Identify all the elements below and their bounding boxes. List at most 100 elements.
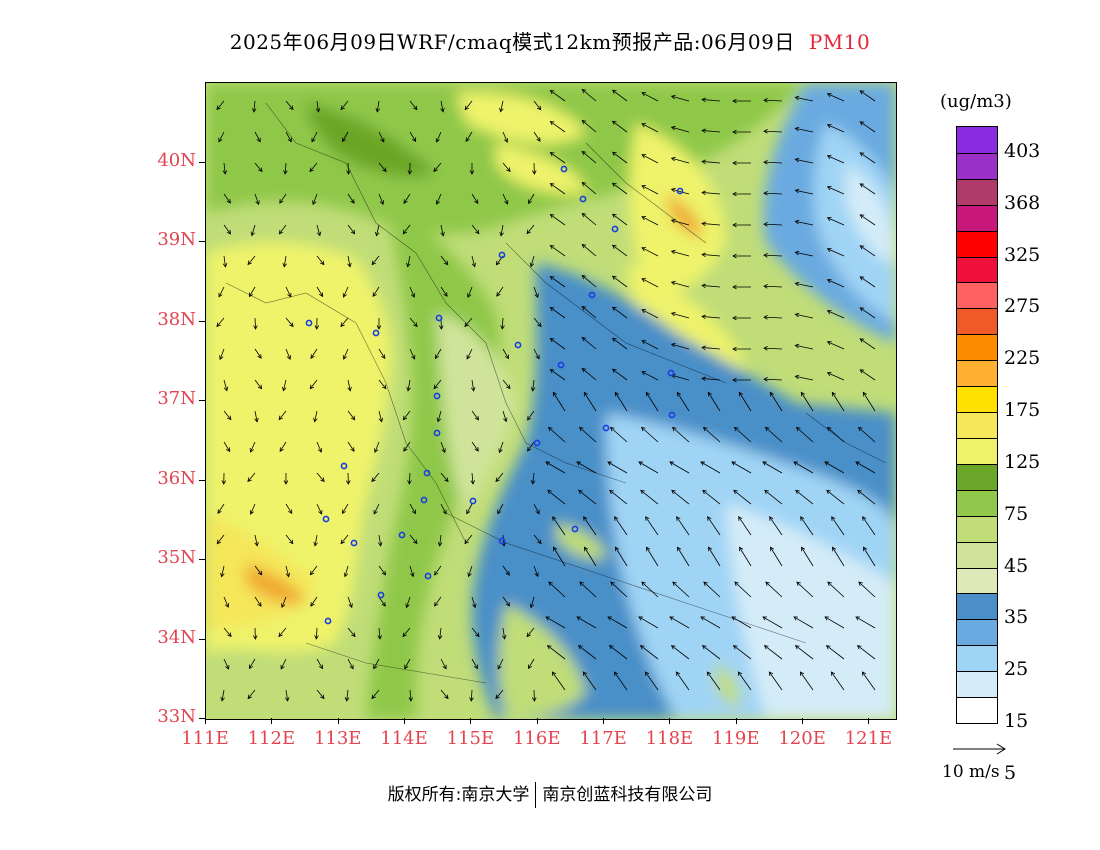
wind-vector-head (549, 369, 555, 374)
wind-vector-head (732, 98, 737, 104)
wind-vector-head (552, 391, 557, 397)
wind-vector-head (579, 581, 584, 586)
wind-vector (831, 516, 845, 536)
wind-vector-head (582, 671, 588, 677)
wind-vector (645, 392, 659, 412)
wind-vector-head (641, 92, 647, 97)
legend-unit: (ug/m3) (940, 91, 1012, 112)
wind-vector-head (701, 221, 706, 227)
wind-vector-head (645, 516, 650, 521)
wind-vector (702, 223, 721, 226)
wind-vector (347, 255, 351, 267)
wind-vector (671, 343, 690, 350)
wind-vector (465, 131, 473, 142)
wind-vector-head (799, 671, 805, 677)
wind-vector (310, 596, 318, 607)
wind-vector-head (346, 170, 351, 175)
wind-vector-head (675, 671, 681, 677)
wind-vector (409, 100, 418, 110)
wind-vector (471, 441, 479, 452)
wind-vector (858, 581, 876, 598)
wind-vector (731, 461, 752, 474)
wind-vector-head (377, 635, 382, 640)
wind-vector (283, 379, 287, 391)
wind-vector-head (549, 152, 555, 157)
wind-vector-head (670, 311, 676, 317)
wind-vector-head (581, 212, 587, 218)
wind-vector (614, 516, 628, 536)
wind-vector-head (641, 123, 647, 128)
wind-vector (223, 224, 231, 235)
wind-vector (614, 671, 628, 691)
wind-vector-head (794, 126, 800, 132)
wind-vector (641, 340, 659, 350)
wind-vector (669, 616, 690, 629)
wind-vector-head (314, 325, 320, 330)
wind-vector (533, 317, 542, 327)
wind-vector (378, 627, 381, 639)
wind-vector (581, 275, 597, 288)
wind-vector (800, 392, 814, 412)
wind-vector-head (794, 250, 800, 256)
wind-vector-head (862, 516, 867, 521)
wind-vector-head (318, 664, 323, 670)
wind-vector-head (402, 632, 407, 638)
wind-vector-head (701, 252, 706, 258)
wind-vector-head (763, 222, 768, 227)
wind-vector-head (342, 293, 347, 298)
wind-vector (738, 671, 752, 691)
wind-vector (700, 616, 721, 629)
wind-vector (610, 427, 628, 443)
wind-vector-head (763, 284, 768, 289)
wind-vector (254, 410, 258, 422)
wind-vector (612, 368, 628, 381)
wind-vector-head (549, 245, 555, 250)
legend-tick-label: 275 (1004, 295, 1041, 318)
wind-vector (827, 581, 845, 598)
wind-vector-head (474, 229, 480, 235)
wind-vector-head (700, 616, 706, 621)
lon-tick-label: 118E (645, 728, 694, 749)
wind-vector-head (434, 601, 439, 607)
wind-vector-head (444, 477, 449, 483)
legend-tick-label: 45 (1004, 554, 1029, 577)
wind-vector-head (859, 152, 865, 157)
wind-vector-head (319, 292, 324, 298)
city-marker-icon (435, 314, 443, 322)
wind-vector (495, 689, 504, 699)
wind-vector (800, 671, 814, 691)
wind-vector-head (320, 477, 325, 483)
lon-tick-label: 119E (712, 728, 760, 749)
wind-vector-head (279, 199, 284, 204)
wind-vector (533, 503, 540, 514)
wind-vector-head (402, 415, 408, 421)
wind-vector-head (279, 447, 284, 453)
wind-vector (702, 192, 721, 195)
wind-vector-head (377, 541, 383, 547)
wind-vector-head (437, 542, 443, 547)
wind-vector (530, 255, 535, 267)
wind-vector (738, 516, 752, 536)
wind-vector (378, 162, 387, 172)
wind-vector (641, 247, 659, 257)
wind-vector-head (403, 199, 408, 204)
wind-vector (550, 369, 566, 381)
wind-vector-head (282, 262, 287, 268)
wind-vector-head (738, 391, 743, 397)
wind-vector (254, 131, 261, 142)
legend-tick-label: 15 (1004, 710, 1029, 732)
legend-tick-label: 5 (1004, 761, 1017, 784)
wind-vector-head (497, 509, 502, 515)
wind-vector (671, 126, 690, 133)
wind-vector-head (733, 426, 739, 432)
wind-vector (279, 193, 287, 204)
wind-vector (316, 255, 325, 265)
wind-vector (436, 131, 442, 143)
wind-vector (409, 503, 416, 514)
wind-vector (250, 503, 256, 515)
wind-vector (641, 154, 659, 164)
wind-vector-head (611, 120, 617, 126)
wind-vector-head (737, 671, 743, 677)
wind-vector (408, 472, 411, 485)
wind-vector (859, 183, 876, 195)
